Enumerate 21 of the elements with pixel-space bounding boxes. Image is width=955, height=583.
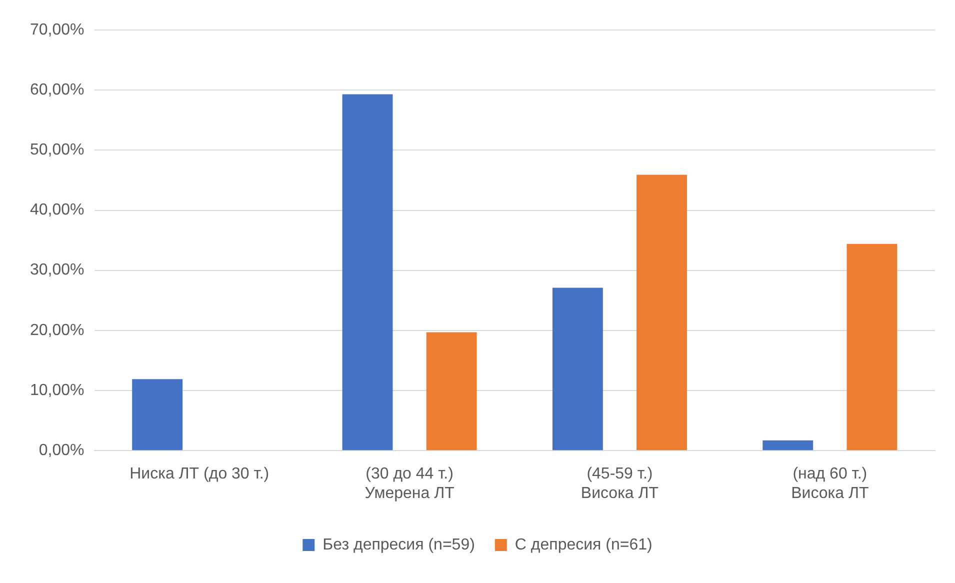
y-tick-label: 40,00% xyxy=(30,202,84,219)
bar xyxy=(552,288,603,450)
x-tick-label: (над 60 т.) Висока ЛТ xyxy=(791,466,869,502)
bar xyxy=(342,94,393,450)
legend-label: С депресия (n=61) xyxy=(514,536,652,554)
bar xyxy=(636,174,687,450)
bar xyxy=(426,332,477,450)
y-tick-label: 70,00% xyxy=(30,21,84,38)
x-tick-label: (45-59 т.) Висока ЛТ xyxy=(580,466,659,502)
bar xyxy=(132,379,183,450)
y-tick-label: 50,00% xyxy=(30,142,84,159)
y-tick-label: 20,00% xyxy=(30,322,84,339)
y-tick-label: 0,00% xyxy=(38,442,84,460)
bar xyxy=(762,440,814,450)
y-tick-label: 30,00% xyxy=(30,262,84,279)
x-tick-label: Ниска ЛТ (до 30 т.) xyxy=(130,466,270,483)
legend-label: Без депресия (n=59) xyxy=(322,536,475,554)
x-tick-label: (30 до 44 т.) Умерена ЛТ xyxy=(364,466,455,502)
bar xyxy=(846,244,898,450)
y-tick-label: 10,00% xyxy=(30,382,84,399)
y-tick-label: 60,00% xyxy=(30,81,84,98)
